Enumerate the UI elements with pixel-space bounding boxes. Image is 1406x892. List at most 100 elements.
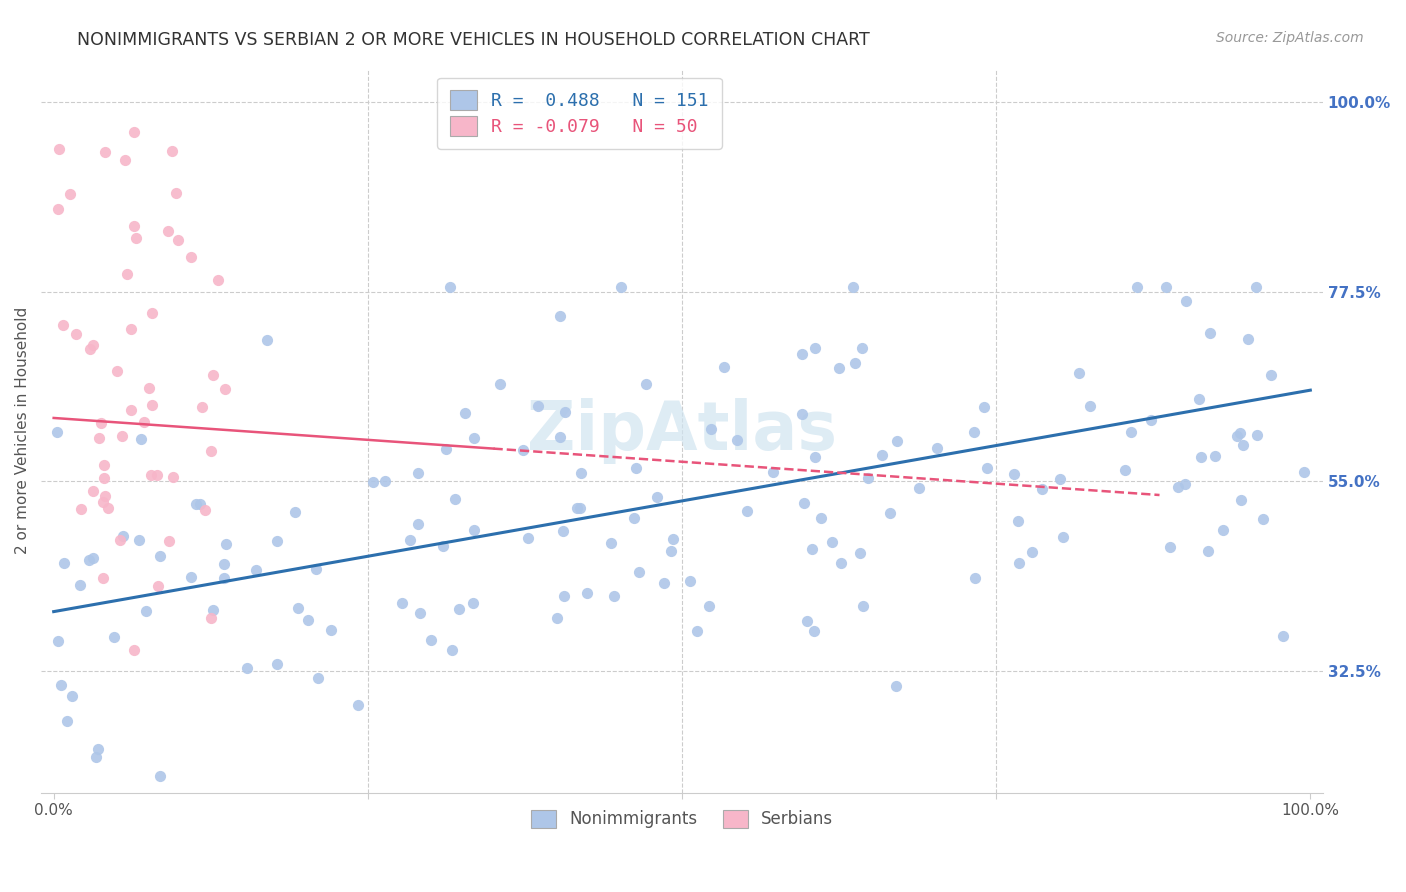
Point xyxy=(82,484,104,499)
Point xyxy=(713,360,735,375)
Point xyxy=(157,534,180,549)
Point xyxy=(1198,326,1220,341)
Point xyxy=(266,657,288,671)
Point xyxy=(623,510,645,524)
Point xyxy=(444,491,467,506)
Point xyxy=(872,448,894,462)
Point xyxy=(1140,413,1163,427)
Point xyxy=(600,536,623,550)
Point xyxy=(120,403,142,417)
Y-axis label: 2 or more Vehicles in Household: 2 or more Vehicles in Household xyxy=(15,307,30,554)
Point xyxy=(697,599,720,613)
Point xyxy=(624,461,647,475)
Point xyxy=(762,465,785,479)
Point xyxy=(165,186,187,201)
Point xyxy=(284,505,307,519)
Point xyxy=(1188,392,1211,407)
Point xyxy=(884,679,907,693)
Point xyxy=(645,490,668,504)
Point xyxy=(737,503,759,517)
Point xyxy=(1126,280,1149,294)
Point xyxy=(149,549,172,563)
Point xyxy=(526,399,548,413)
Point xyxy=(1226,429,1249,443)
Point xyxy=(1114,462,1136,476)
Point xyxy=(87,741,110,756)
Point xyxy=(725,434,748,448)
Point xyxy=(406,466,429,480)
Point xyxy=(439,280,461,294)
Point xyxy=(679,574,702,588)
Point xyxy=(569,466,592,480)
Point xyxy=(406,516,429,531)
Point xyxy=(804,341,827,355)
Point xyxy=(790,408,813,422)
Point xyxy=(52,318,75,333)
Point xyxy=(111,428,134,442)
Point xyxy=(1244,280,1267,294)
Point xyxy=(245,563,267,577)
Point xyxy=(77,553,100,567)
Point xyxy=(256,334,278,348)
Point xyxy=(963,425,986,439)
Point xyxy=(60,689,83,703)
Point xyxy=(517,531,540,545)
Point xyxy=(1052,530,1074,544)
Point xyxy=(800,541,823,556)
Point xyxy=(122,642,145,657)
Point xyxy=(548,309,571,323)
Point xyxy=(49,678,72,692)
Point xyxy=(138,381,160,395)
Point xyxy=(114,153,136,167)
Point xyxy=(214,382,236,396)
Point xyxy=(91,495,114,509)
Point xyxy=(97,501,120,516)
Point xyxy=(186,497,208,511)
Point xyxy=(1197,543,1219,558)
Point xyxy=(700,422,723,436)
Point xyxy=(200,444,222,458)
Point xyxy=(908,481,931,495)
Point xyxy=(454,406,477,420)
Point xyxy=(1271,629,1294,643)
Point xyxy=(212,557,235,571)
Point xyxy=(1021,544,1043,558)
Point xyxy=(103,631,125,645)
Point xyxy=(1204,449,1226,463)
Point xyxy=(796,614,818,628)
Point xyxy=(93,471,115,485)
Point xyxy=(125,230,148,244)
Point xyxy=(162,470,184,484)
Point xyxy=(132,415,155,429)
Point xyxy=(215,537,238,551)
Point xyxy=(48,142,70,156)
Point xyxy=(399,533,422,547)
Point xyxy=(69,578,91,592)
Point xyxy=(1229,493,1251,508)
Point xyxy=(440,642,463,657)
Point xyxy=(46,634,69,648)
Point xyxy=(201,602,224,616)
Point xyxy=(160,144,183,158)
Point xyxy=(842,280,865,294)
Point xyxy=(830,556,852,570)
Point xyxy=(156,224,179,238)
Point xyxy=(200,611,222,625)
Point xyxy=(45,425,67,440)
Point xyxy=(188,497,211,511)
Point xyxy=(297,613,319,627)
Point xyxy=(139,467,162,482)
Point xyxy=(59,187,82,202)
Point xyxy=(180,570,202,584)
Point xyxy=(685,624,707,638)
Point xyxy=(108,533,131,548)
Point xyxy=(84,750,107,764)
Point xyxy=(553,589,575,603)
Point xyxy=(1167,480,1189,494)
Point xyxy=(194,503,217,517)
Point xyxy=(146,579,169,593)
Point xyxy=(361,475,384,489)
Point xyxy=(65,327,87,342)
Point xyxy=(236,660,259,674)
Point xyxy=(212,571,235,585)
